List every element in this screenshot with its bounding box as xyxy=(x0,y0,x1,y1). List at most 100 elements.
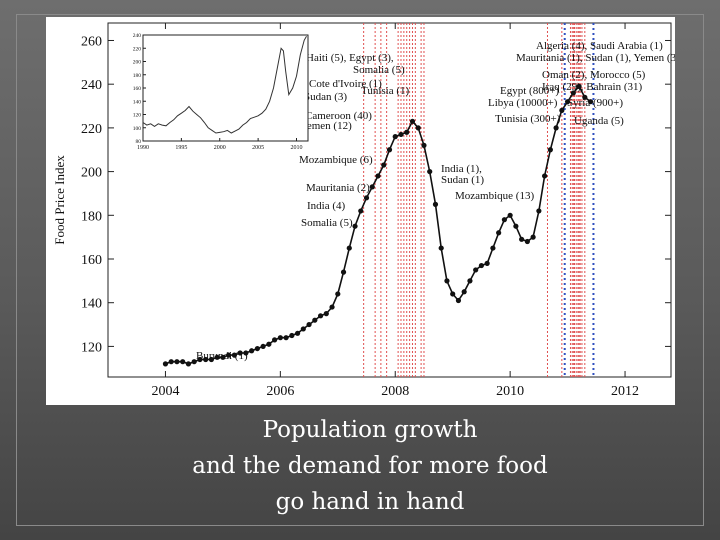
annotation-label: Tunisia (300+) xyxy=(495,113,561,125)
y-tick-label: 260 xyxy=(81,34,102,49)
data-point xyxy=(180,359,186,365)
data-point xyxy=(398,131,404,138)
data-point xyxy=(559,107,565,114)
data-point xyxy=(501,217,507,223)
data-point xyxy=(254,345,260,352)
y-tick-label: 200 xyxy=(81,166,102,181)
inset-y-tick-label: 200 xyxy=(133,60,142,66)
y-tick-label: 140 xyxy=(81,297,102,312)
data-point xyxy=(312,317,318,323)
data-point xyxy=(421,142,427,148)
annotation-label: Somalia (5) xyxy=(353,64,405,76)
annotation-label: India (4) xyxy=(307,200,346,212)
plot-border xyxy=(107,22,672,378)
annotation-label: Yemen (12) xyxy=(300,120,352,132)
data-point xyxy=(191,359,197,365)
data-point xyxy=(363,195,370,201)
annotation-label: Haiti (5), Egypt (3), xyxy=(306,52,394,64)
series-line xyxy=(162,83,594,367)
data-point xyxy=(185,361,192,367)
x-tick-label: 2006 xyxy=(266,384,294,399)
data-point xyxy=(329,304,335,310)
data-point xyxy=(415,125,421,131)
annotation-label: Tunisia (1) xyxy=(361,85,410,97)
data-point xyxy=(519,236,525,242)
annotation-label: Libya (10000+) xyxy=(488,97,558,109)
slide-frame xyxy=(16,14,704,526)
data-point xyxy=(392,134,398,140)
data-point xyxy=(300,326,306,332)
data-point xyxy=(386,147,393,153)
data-point xyxy=(461,289,467,295)
data-point xyxy=(582,94,588,100)
y-axis-label: Food Price Index xyxy=(52,155,67,245)
food-price-chart: 120 140 160 180 200 220 240 260 2004 2006 2008 2010… xyxy=(46,17,697,405)
data-point xyxy=(542,173,548,179)
data-point xyxy=(272,337,278,343)
data-point xyxy=(438,245,444,251)
data-point xyxy=(335,291,341,297)
data-point xyxy=(214,354,220,360)
data-point xyxy=(208,356,215,363)
data-point xyxy=(524,238,530,245)
data-point xyxy=(168,359,174,365)
annotations: Somalia (5) India (4) Mauritania (2) Mozamb… xyxy=(196,40,697,362)
data-point xyxy=(467,278,473,284)
data-point xyxy=(409,118,416,124)
data-point xyxy=(507,212,513,218)
inset-y-tick-label: 160 xyxy=(133,86,142,92)
annotation-label: Mauritania (1), Sudan (1), Yemen (300+) xyxy=(516,52,675,64)
event-lines xyxy=(363,23,595,377)
data-point xyxy=(450,291,456,297)
data-point xyxy=(266,341,272,347)
inset-x-tick-label: 2000 xyxy=(214,145,226,151)
annotation-label: Mauritania (2) xyxy=(306,182,370,194)
inset-chart: 1990 1995 2000 2005 2010 80 100 120 140 160 180 200… xyxy=(133,33,309,151)
data-point xyxy=(513,223,519,229)
y-tick-label: 220 xyxy=(81,122,102,137)
x-tick-label: 2008 xyxy=(381,384,409,399)
y-tick-label: 240 xyxy=(81,78,102,93)
data-point xyxy=(277,335,283,341)
inset-y-tick-label: 240 xyxy=(133,33,142,39)
data-point xyxy=(340,269,347,275)
x-tick-label: 2004 xyxy=(151,384,179,399)
annotation-label: Iraq (29), Bahrain (31) xyxy=(542,81,643,93)
inset-x-tick-label: 1990 xyxy=(137,145,149,151)
data-point xyxy=(174,359,180,365)
inset-y-tick-label: 120 xyxy=(133,113,142,119)
data-point xyxy=(490,245,496,251)
data-point xyxy=(283,335,289,341)
inset-y-tick-label: 220 xyxy=(133,46,142,52)
annotation-label: Cameroon (40) xyxy=(305,110,372,122)
annotation-label: Cote d'Ivoire (1) xyxy=(309,78,382,90)
data-point xyxy=(484,260,490,266)
data-point xyxy=(226,352,232,358)
data-point xyxy=(478,262,485,269)
inset-y-tick-label: 140 xyxy=(133,99,142,105)
y-tick-label: 120 xyxy=(81,340,102,355)
data-point xyxy=(496,230,502,236)
annotation-label: Egypt (800+) xyxy=(500,85,559,97)
x-tick-label: 2010 xyxy=(496,384,524,399)
x-tick-label: 2012 xyxy=(611,384,639,399)
annotation-label: Syria (900+) xyxy=(567,97,623,109)
caption-line-2: and the demand for more food xyxy=(192,453,548,479)
annotation-label: Somalia (5) xyxy=(301,217,353,229)
data-point xyxy=(231,352,237,358)
data-point xyxy=(375,173,381,179)
annotation-label: India (1), xyxy=(441,163,482,175)
data-point xyxy=(197,356,203,363)
data-point xyxy=(404,129,410,135)
data-point xyxy=(352,223,358,229)
data-point xyxy=(564,99,571,105)
chart-svg: 120 140 160 180 200 220 240 260 2004 2006 2008 2010… xyxy=(52,22,697,399)
data-point xyxy=(536,208,542,214)
inset-x-tick-label: 1995 xyxy=(175,145,187,151)
data-point xyxy=(306,321,312,328)
data-point xyxy=(294,330,301,336)
annotation-label: Algeria (4), Saudi Arabia (1) xyxy=(536,40,663,52)
annotation-label: Mozambique (6) xyxy=(299,154,373,166)
y-tick-label: 160 xyxy=(81,253,102,268)
annotation-label: Mozambique (13) xyxy=(455,190,534,202)
